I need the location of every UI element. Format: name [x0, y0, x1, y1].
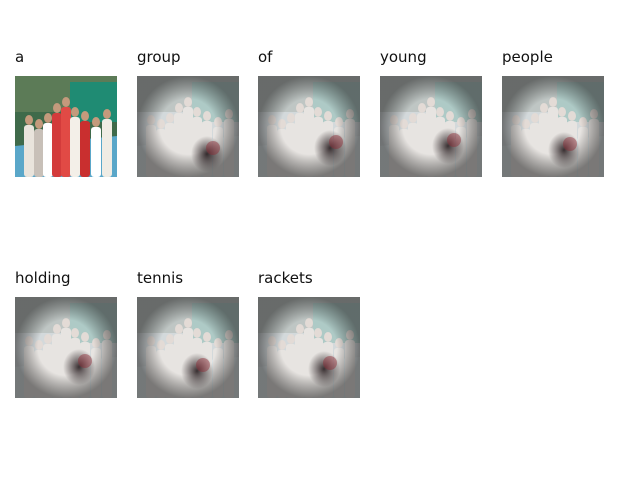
attention-map [137, 76, 239, 177]
attention-map [15, 297, 117, 398]
word-label: people [502, 48, 553, 66]
word-label: tennis [137, 269, 184, 287]
photo-original [15, 76, 117, 177]
word-label: rackets [258, 269, 313, 287]
word-label: of [258, 48, 273, 66]
word-label: holding [15, 269, 71, 287]
attention-map [258, 76, 360, 177]
word-label: a [15, 48, 25, 66]
attention-map [380, 76, 482, 177]
attention-map [137, 297, 239, 398]
word-label: young [380, 48, 427, 66]
attention-map [258, 297, 360, 398]
attention-map [502, 76, 604, 177]
word-label: group [137, 48, 181, 66]
